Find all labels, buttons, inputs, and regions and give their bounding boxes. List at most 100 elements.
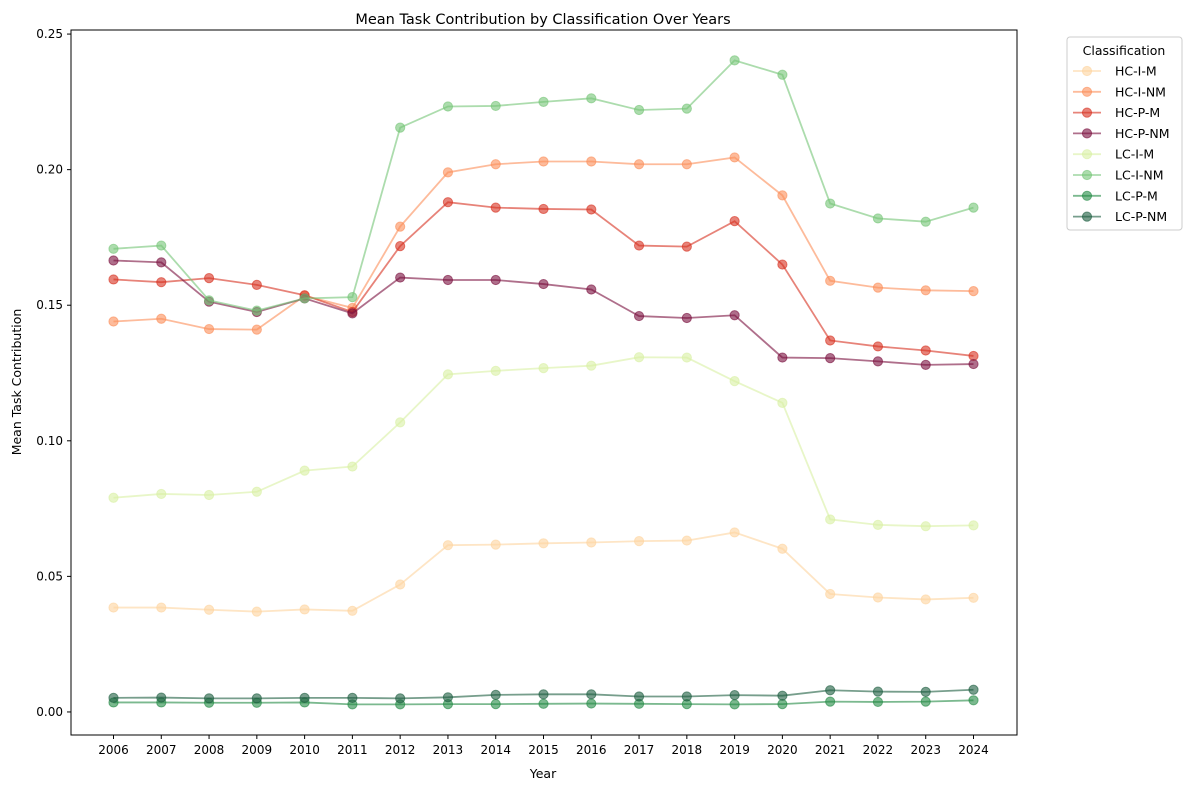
data-point-HC-P-NM-2016 bbox=[586, 284, 597, 295]
data-point-HC-I-NM-2006 bbox=[108, 316, 119, 327]
data-point-LC-P-NM-2007 bbox=[156, 692, 167, 703]
data-point-HC-P-NM-2021 bbox=[825, 353, 836, 364]
data-point-HC-I-M-2012 bbox=[395, 579, 406, 590]
data-point-LC-P-M-2016 bbox=[586, 698, 597, 709]
data-point-LC-P-M-2021 bbox=[825, 696, 836, 707]
data-point-HC-P-M-2022 bbox=[872, 341, 884, 352]
x-tick-label-2013: 2013 bbox=[433, 743, 464, 757]
data-point-HC-I-M-2020 bbox=[777, 543, 788, 554]
data-point-HC-P-NM-2014 bbox=[490, 274, 501, 286]
data-point-HC-P-M-2014 bbox=[490, 202, 501, 213]
legend-item-HC-P-NM: HC-P-NM bbox=[1073, 126, 1170, 141]
x-tick-label-2016: 2016 bbox=[576, 743, 607, 757]
data-point-HC-I-NM-2013 bbox=[442, 167, 454, 178]
data-point-LC-I-M-2007 bbox=[156, 488, 167, 500]
data-point-LC-P-NM-2019 bbox=[729, 690, 740, 701]
data-point-LC-I-NM-2020 bbox=[777, 69, 788, 80]
data-point-LC-P-NM-2020 bbox=[777, 690, 788, 701]
data-point-LC-P-M-2022 bbox=[872, 696, 884, 708]
series-HC-I-M bbox=[108, 527, 979, 617]
series-LC-P-NM bbox=[108, 684, 979, 704]
data-point-HC-I-M-2006 bbox=[108, 602, 119, 613]
legend-item-LC-I-M: LC-I-M bbox=[1073, 147, 1154, 162]
data-point-HC-I-NM-2015 bbox=[538, 156, 549, 167]
data-point-HC-P-NM-2019 bbox=[729, 310, 740, 321]
data-point-LC-I-NM-2012 bbox=[395, 122, 406, 133]
data-point-LC-P-M-2020 bbox=[777, 698, 788, 710]
data-point-LC-I-M-2008 bbox=[203, 489, 215, 501]
data-point-HC-I-NM-2019 bbox=[729, 152, 740, 163]
x-tick-label-2014: 2014 bbox=[480, 743, 511, 757]
data-point-HC-I-NM-2008 bbox=[203, 323, 215, 335]
data-point-HC-I-M-2024 bbox=[968, 592, 979, 603]
data-point-HC-I-M-2014 bbox=[490, 539, 501, 550]
data-point-LC-I-M-2017 bbox=[633, 352, 645, 363]
data-point-LC-I-M-2018 bbox=[681, 352, 692, 363]
data-point-HC-P-M-2009 bbox=[251, 279, 262, 290]
legend-item-LC-P-NM: LC-P-NM bbox=[1073, 209, 1167, 224]
data-point-LC-I-M-2009 bbox=[251, 486, 262, 497]
data-point-HC-P-M-2016 bbox=[586, 204, 597, 215]
data-point-LC-I-NM-2014 bbox=[490, 100, 501, 112]
data-point-HC-I-M-2015 bbox=[538, 538, 549, 549]
data-point-HC-P-M-2020 bbox=[777, 259, 788, 270]
data-point-HC-I-M-2023 bbox=[920, 594, 931, 605]
data-point-LC-P-M-2014 bbox=[490, 698, 501, 710]
data-point-LC-I-M-2014 bbox=[490, 365, 501, 376]
data-point-LC-I-NM-2017 bbox=[633, 104, 645, 116]
data-point-HC-P-NM-2011 bbox=[347, 308, 358, 319]
legend-item-HC-I-M: HC-I-M bbox=[1073, 64, 1157, 79]
x-tick-label-2024: 2024 bbox=[958, 743, 989, 757]
x-tick-label-2006: 2006 bbox=[98, 743, 129, 757]
data-point-HC-I-NM-2009 bbox=[251, 324, 262, 335]
data-point-HC-P-M-2023 bbox=[920, 345, 931, 356]
data-point-LC-P-NM-2017 bbox=[633, 691, 645, 702]
data-point-HC-P-M-2012 bbox=[395, 241, 406, 252]
data-point-HC-I-M-2013 bbox=[442, 540, 454, 551]
legend-label-HC-P-M: HC-P-M bbox=[1115, 105, 1160, 120]
x-tick-label-2022: 2022 bbox=[863, 743, 894, 757]
data-point-HC-I-M-2017 bbox=[633, 536, 645, 547]
x-tick-label-2007: 2007 bbox=[146, 743, 177, 757]
data-point-HC-I-NM-2018 bbox=[681, 159, 692, 170]
legend-label-HC-I-NM: HC-I-NM bbox=[1115, 84, 1166, 99]
y-tick-label-0.20: 0.20 bbox=[36, 163, 63, 177]
data-point-LC-I-NM-2016 bbox=[586, 93, 597, 104]
data-point-LC-P-NM-2015 bbox=[538, 689, 549, 700]
data-point-LC-P-NM-2011 bbox=[347, 692, 358, 703]
data-point-LC-I-NM-2023 bbox=[920, 216, 931, 227]
data-point-LC-I-NM-2021 bbox=[825, 198, 836, 209]
data-point-LC-I-NM-2018 bbox=[681, 103, 692, 114]
data-point-HC-I-NM-2022 bbox=[872, 282, 884, 293]
data-point-LC-I-M-2010 bbox=[299, 465, 310, 476]
x-tick-label-2020: 2020 bbox=[767, 743, 798, 757]
data-point-LC-I-M-2023 bbox=[920, 521, 931, 532]
data-point-LC-P-NM-2006 bbox=[108, 692, 119, 703]
data-point-HC-P-M-2007 bbox=[156, 277, 167, 288]
data-point-LC-I-NM-2008 bbox=[203, 295, 215, 306]
data-point-HC-I-NM-2007 bbox=[156, 313, 167, 324]
x-tick-label-2010: 2010 bbox=[289, 743, 320, 757]
legend-marker-HC-I-M bbox=[1081, 65, 1093, 77]
data-point-LC-I-NM-2022 bbox=[872, 213, 884, 224]
data-point-LC-I-M-2015 bbox=[538, 363, 549, 374]
data-point-LC-I-M-2020 bbox=[777, 397, 788, 408]
data-point-HC-P-M-2019 bbox=[729, 216, 740, 227]
data-point-HC-I-M-2022 bbox=[872, 592, 884, 603]
data-point-LC-I-NM-2019 bbox=[729, 55, 740, 66]
data-point-LC-I-M-2016 bbox=[586, 360, 597, 371]
data-point-HC-P-M-2015 bbox=[538, 203, 549, 215]
data-point-HC-I-M-2019 bbox=[729, 527, 740, 538]
data-point-LC-I-M-2011 bbox=[347, 461, 358, 472]
legend-box bbox=[1066, 36, 1183, 231]
data-point-LC-P-NM-2014 bbox=[490, 689, 501, 700]
data-point-LC-I-M-2019 bbox=[729, 376, 740, 387]
x-tick-label-2021: 2021 bbox=[815, 743, 846, 757]
series-LC-I-NM bbox=[108, 55, 979, 316]
legend-marker-LC-I-M bbox=[1081, 149, 1093, 160]
data-point-HC-P-M-2021 bbox=[825, 335, 836, 346]
data-point-HC-P-NM-2013 bbox=[442, 274, 454, 286]
data-point-LC-P-NM-2013 bbox=[442, 692, 454, 703]
data-point-LC-P-NM-2009 bbox=[251, 693, 262, 704]
legend-marker-LC-I-NM bbox=[1081, 169, 1093, 181]
